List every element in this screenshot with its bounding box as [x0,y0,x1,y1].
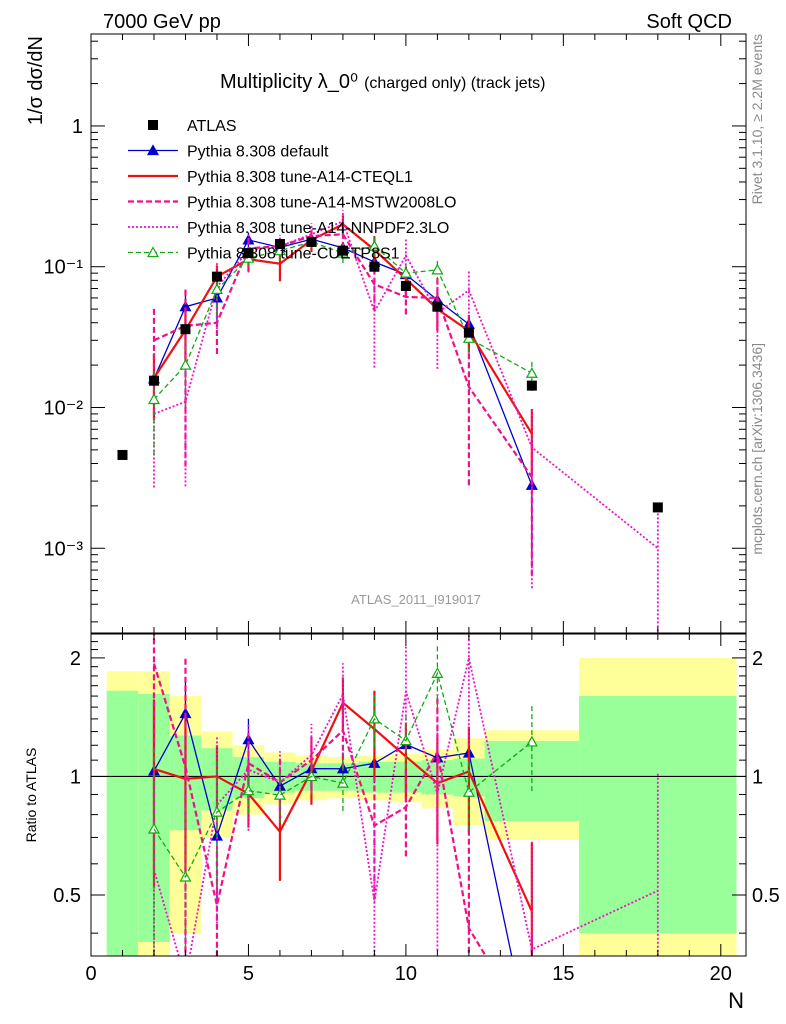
series-5-ratio-marker [462,786,475,797]
data-point [180,324,191,335]
x-tick-label: 15 [552,963,574,985]
x-axis-label: N [728,988,744,1013]
legend-label: Pythia 8.308 tune-CUETP8S1 [187,246,400,263]
ratio-panel-frame [90,633,747,957]
ratio-tick-label-right: 2 [752,648,763,670]
y-tick-label: 10⁻² [44,397,84,419]
legend-label: Pythia 8.308 tune-A14-CTEQL1 [187,169,413,186]
header-category: Soft QCD [646,11,732,33]
data-point [400,280,411,291]
stat-uncertainty-band [106,690,139,956]
ratio-tick-label-right: 0.5 [752,885,780,907]
legend-label: Pythia 8.308 tune-A14-MSTW2008LO [187,195,456,212]
legend-marker [146,144,160,156]
series-1-line [153,238,533,486]
chart-title: Multiplicity λ_0⁰ (charged only) (track j… [220,71,545,93]
axes: 0 5 10 15 20 10⁻³ 10⁻² 10⁻¹ 1 0.5 0.5 1 1 2 2 [44,33,780,985]
ratio-y-axis-label: Ratio to ATLAS [23,748,39,843]
rivet-version-label: Rivet 3.1.10, ≥ 2.2M events [749,34,765,204]
ratio-tick-label-right: 1 [752,766,763,788]
series-5-marker [179,358,192,370]
data-point [369,261,380,272]
analysis-watermark: ATLAS_2011_I919017 [351,592,481,607]
data-point [463,327,474,338]
series-5-marker [368,239,381,251]
ratio-tick-label-left: 2 [70,648,81,670]
legend-marker [146,246,160,258]
series-5-ratio-line [153,671,533,879]
header-energy: 7000 GeV pp [103,11,221,33]
legend-label: ATLAS [187,118,237,135]
series-5-marker [462,332,475,343]
legend-label: Pythia 8.308 default [187,144,329,161]
legend-label: Pythia 8.308 tune-A14-NNPDF2.3LO [187,220,449,237]
x-tick-label: 20 [710,963,732,985]
main-panel-frame [90,33,747,634]
legend: ATLAS Pythia 8.308 default Pythia 8.308 tu… [128,118,456,263]
ratio-panel-series [147,634,659,956]
x-tick-label: 10 [395,963,417,985]
data-point [117,449,128,460]
series-5-marker [399,266,412,278]
data-point [148,375,159,386]
series-2-ratio-line [153,701,533,912]
y-tick-label: 10⁻¹ [44,257,84,279]
mcplots-label: mcplots.cern.ch [arXiv:1306.3436] [749,343,765,555]
x-tick-label: 5 [243,963,254,985]
series-5-marker [525,367,538,378]
data-point [652,502,663,513]
series-5-line [153,241,533,400]
series-3-ratio-line [152,663,487,956]
data-point [211,271,222,282]
data-point [306,236,317,247]
ratio-tick-label-left: 1 [70,766,81,788]
x-tick-label: 0 [85,963,96,985]
y-tick-label: 10⁻³ [44,538,84,560]
series-5-ratio-marker [147,822,161,834]
series-5-marker [273,244,286,256]
y-tick-label: 1 [72,116,83,138]
data-point [274,239,285,250]
ratio-tick-label-left: 0.5 [53,885,81,907]
data-point [432,301,443,312]
main-panel-series [117,210,663,633]
series-5-marker [147,393,161,405]
legend-marker-data [148,120,158,130]
y-axis-label: 1/σ dσ/dN [25,36,47,125]
data-point [526,380,537,391]
series-5-marker [210,283,223,295]
series-3-line [153,233,533,478]
series-5-marker [431,263,444,275]
data-point [243,248,254,259]
data-point [337,245,348,256]
